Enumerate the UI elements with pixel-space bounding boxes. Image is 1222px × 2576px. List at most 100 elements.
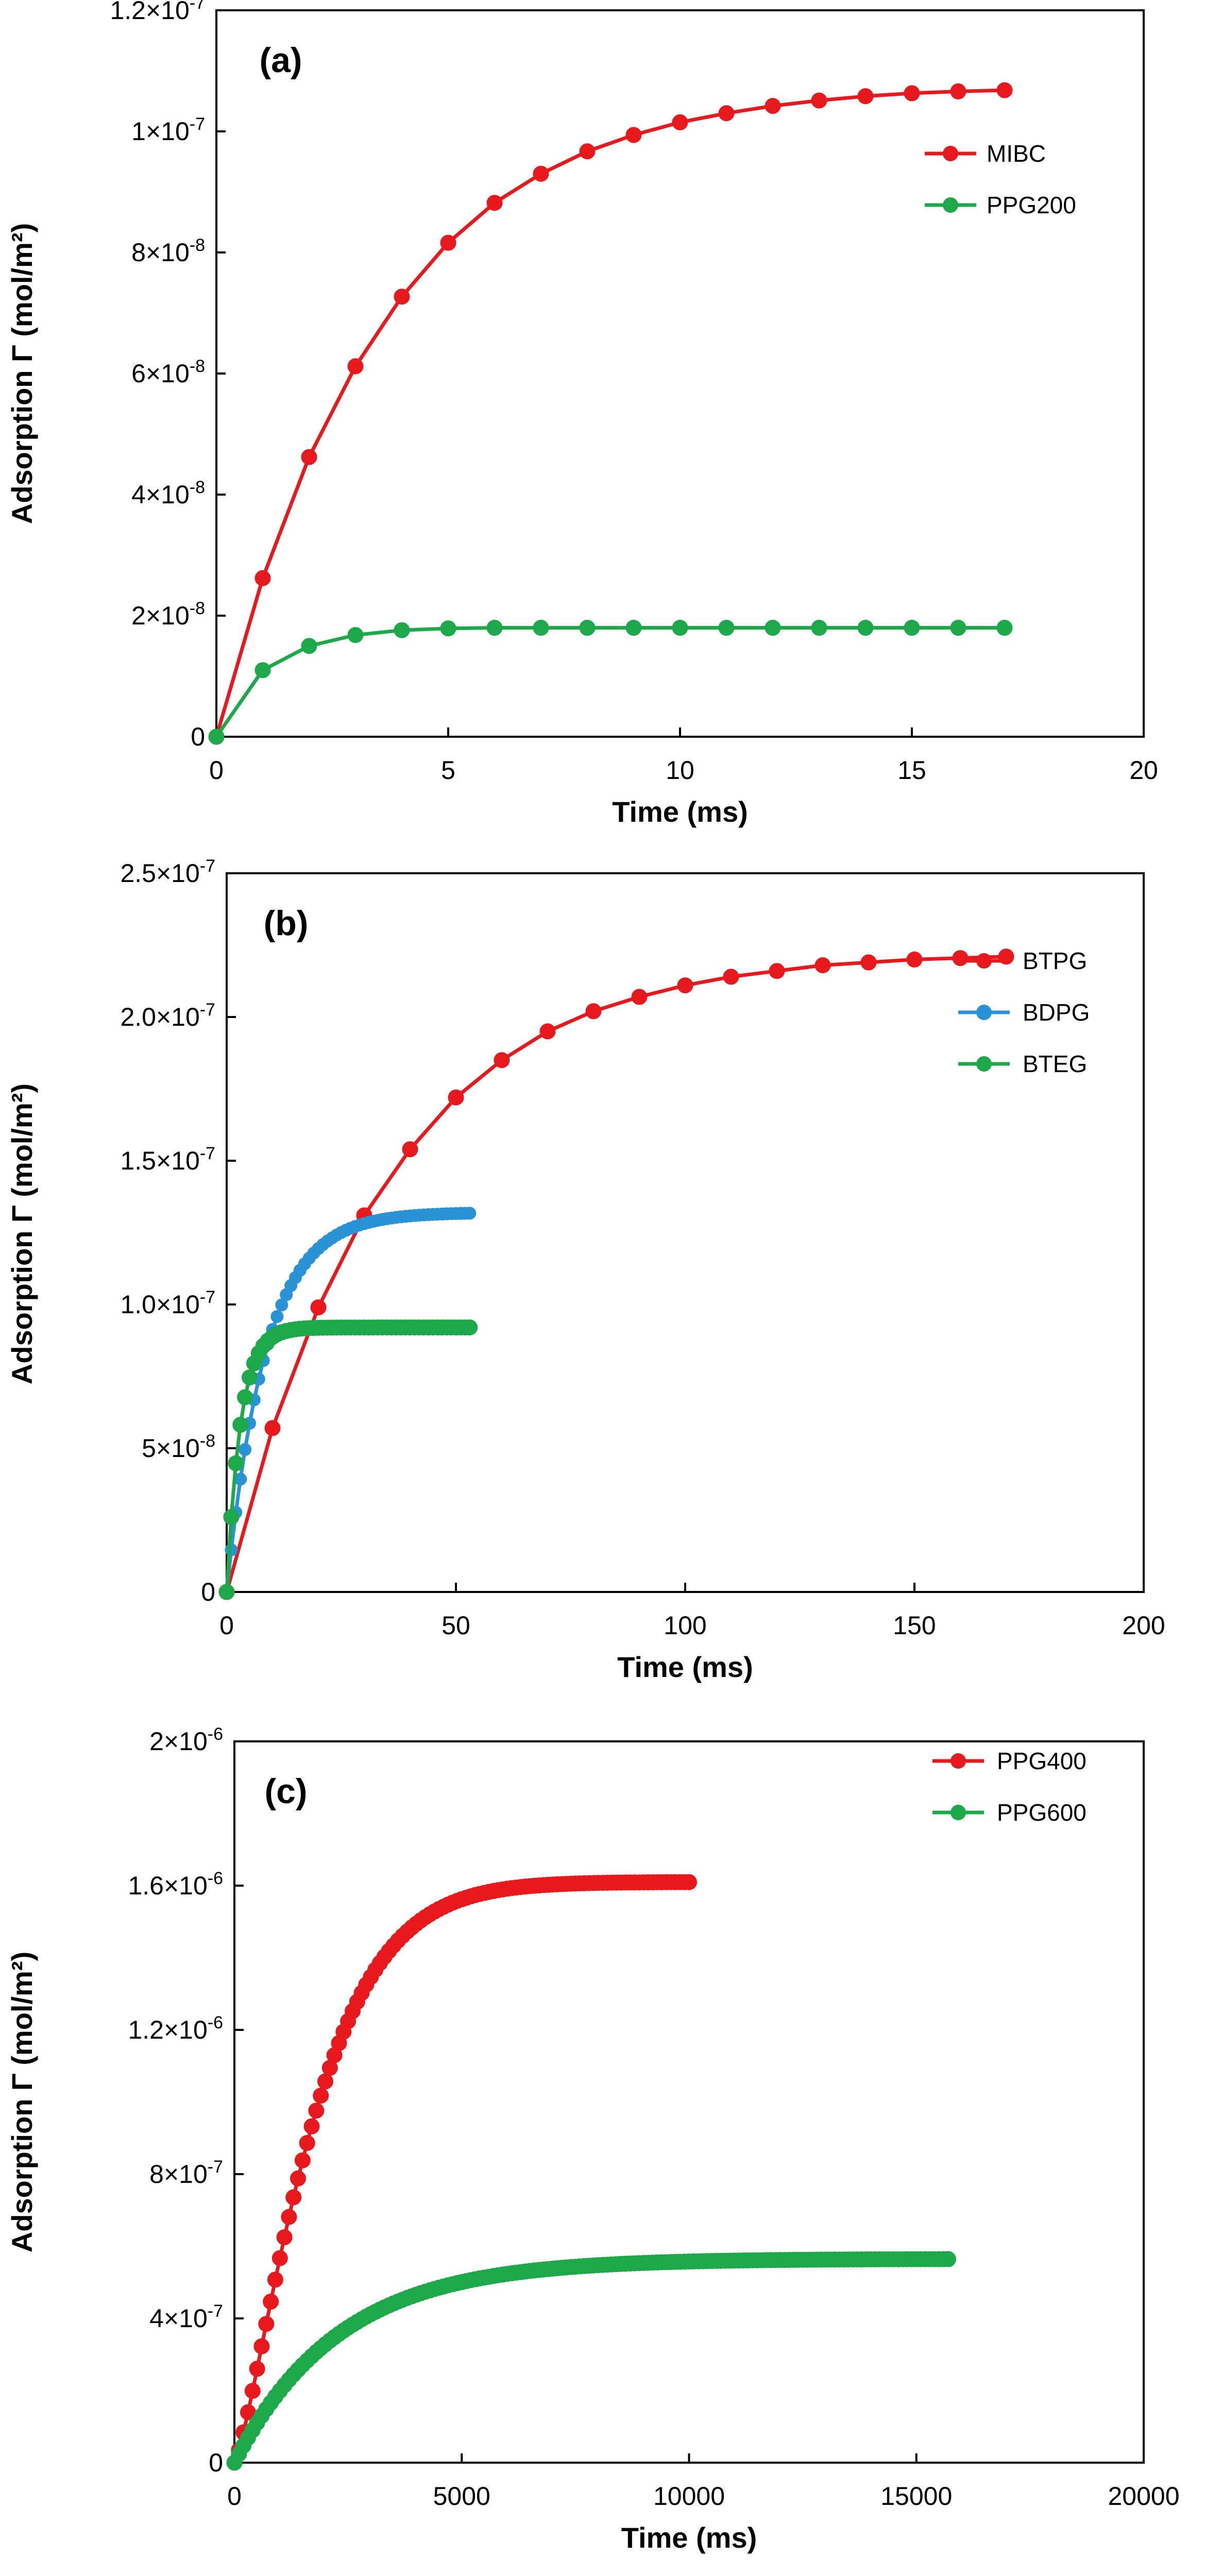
data-point bbox=[394, 289, 410, 305]
data-point bbox=[239, 1443, 252, 1456]
data-point bbox=[271, 2250, 288, 2266]
data-point bbox=[242, 1369, 258, 1386]
charts: 0 5 10 15 2002×10-84×10-86×10-88×10-81×10-71… bbox=[6, 0, 1180, 2554]
series-ppg400 bbox=[226, 1874, 697, 2471]
data-point bbox=[769, 963, 785, 979]
y-tick-label: 4×10-7 bbox=[149, 2301, 223, 2333]
data-point bbox=[533, 165, 549, 182]
legend-label: BTEG bbox=[1023, 1050, 1087, 1077]
series-ppg600 bbox=[226, 2251, 956, 2471]
y-tick-label: 8×10-7 bbox=[149, 2157, 223, 2189]
series-line bbox=[215, 626, 1005, 738]
data-point bbox=[258, 2316, 275, 2332]
y-tick-label: 6×10-8 bbox=[131, 357, 205, 388]
data-point bbox=[857, 88, 874, 105]
x-tick-label: 10000 bbox=[653, 2482, 725, 2511]
data-point bbox=[765, 620, 781, 636]
data-point bbox=[579, 620, 596, 636]
legend: BTPG BDPG BTEG bbox=[958, 947, 1090, 1077]
x-tick-label: 20 bbox=[1129, 756, 1158, 785]
x-tick-label: 200 bbox=[1122, 1611, 1165, 1640]
data-point bbox=[237, 1389, 253, 1405]
y-tick-label: 1.0×10-7 bbox=[120, 1287, 215, 1319]
panel-label: (c) bbox=[264, 1772, 307, 1811]
data-point bbox=[765, 98, 781, 114]
legend-marker bbox=[951, 1805, 966, 1820]
x-tick-label: 10 bbox=[666, 756, 694, 785]
data-point bbox=[301, 638, 317, 654]
x-axis-title: Time (ms) bbox=[621, 2521, 757, 2554]
data-point bbox=[254, 570, 271, 586]
data-point bbox=[811, 92, 827, 109]
legend-label: PPG400 bbox=[997, 1748, 1087, 1774]
legend-label: BDPG bbox=[1023, 999, 1090, 1026]
data-point bbox=[672, 620, 688, 636]
x-tick-label: 0 bbox=[209, 756, 224, 785]
data-point bbox=[249, 2361, 265, 2377]
legend-label: PPG200 bbox=[987, 192, 1076, 218]
data-point bbox=[244, 2383, 261, 2399]
data-point bbox=[228, 1455, 244, 1471]
data-point bbox=[952, 950, 969, 967]
data-point bbox=[299, 2135, 315, 2151]
panel-label: (b) bbox=[264, 904, 309, 943]
data-point bbox=[950, 83, 966, 99]
data-point bbox=[253, 2338, 270, 2354]
series-line bbox=[225, 1211, 470, 1592]
y-tick-label: 2.5×10-7 bbox=[120, 856, 215, 888]
x-axis-title: Time (ms) bbox=[617, 1651, 753, 1683]
y-tick-label: 8×10-8 bbox=[131, 235, 205, 267]
data-point bbox=[254, 662, 271, 679]
data-point bbox=[904, 85, 920, 101]
data-point bbox=[290, 2170, 306, 2187]
data-point bbox=[950, 620, 966, 636]
data-point bbox=[857, 620, 874, 636]
data-point bbox=[681, 1874, 697, 1890]
y-tick-label: 0 bbox=[191, 722, 205, 751]
data-point bbox=[264, 1420, 281, 1436]
chart-panel-3: 0 5000 10000 15000 20000 0 4×10-7 8×10-7 1.2×10-… bbox=[6, 1724, 1180, 2554]
data-point bbox=[462, 1319, 478, 1336]
data-point bbox=[285, 2189, 302, 2206]
data-point bbox=[996, 620, 1013, 636]
data-point bbox=[270, 1310, 284, 1323]
data-point bbox=[940, 2251, 956, 2267]
data-point bbox=[263, 2293, 279, 2310]
data-point bbox=[723, 969, 739, 985]
x-tick-label: 20000 bbox=[1108, 2482, 1179, 2511]
legend-marker bbox=[951, 1753, 966, 1769]
series-bteg bbox=[218, 1319, 478, 1600]
legend-label: BTPG bbox=[1023, 947, 1087, 974]
data-point bbox=[625, 127, 642, 143]
series-line bbox=[225, 955, 1007, 1592]
y-axis-title: Adsorption Γ (mol/m²) bbox=[6, 223, 38, 524]
y-tick-label: 1×10-7 bbox=[131, 114, 205, 146]
data-point bbox=[308, 2103, 325, 2119]
x-tick-label: 5000 bbox=[433, 2482, 490, 2511]
legend-marker bbox=[943, 146, 958, 161]
data-point bbox=[402, 1141, 418, 1158]
plot-frame bbox=[233, 1740, 1145, 2464]
y-axis-title: Adsorption Γ (mol/m²) bbox=[6, 1952, 38, 2252]
data-point bbox=[317, 2073, 333, 2090]
y-tick-label: 1.2×10-6 bbox=[128, 2013, 223, 2044]
y-tick-label: 1.6×10-6 bbox=[128, 1869, 223, 1900]
data-point bbox=[294, 2152, 311, 2168]
y-tick-label: 1.2×10-7 bbox=[110, 0, 205, 25]
data-point bbox=[281, 2209, 297, 2225]
data-point bbox=[232, 1417, 249, 1433]
data-point bbox=[672, 114, 688, 130]
data-point bbox=[814, 957, 831, 974]
series-bdpg bbox=[220, 1207, 477, 1599]
x-tick-label: 15000 bbox=[880, 2482, 952, 2511]
data-point bbox=[223, 1509, 240, 1525]
data-point bbox=[860, 954, 877, 971]
legend-marker bbox=[976, 953, 992, 969]
x-tick-label: 0 bbox=[219, 1611, 234, 1640]
legend: MIBC PPG200 bbox=[925, 140, 1076, 218]
series-ppg200 bbox=[208, 620, 1013, 745]
y-tick-label: 1.5×10-7 bbox=[120, 1144, 215, 1175]
data-point bbox=[486, 620, 503, 636]
data-point bbox=[631, 989, 648, 1005]
